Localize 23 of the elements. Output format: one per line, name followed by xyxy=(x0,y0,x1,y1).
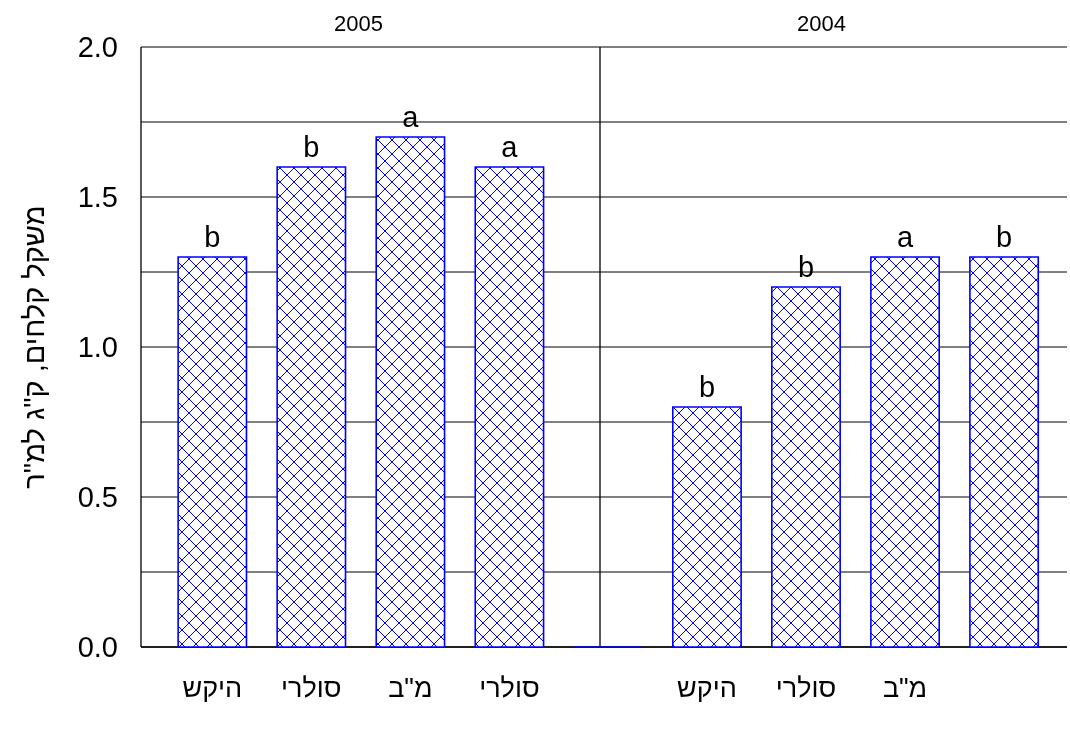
x-tick-label: מ"ב xyxy=(388,673,433,703)
x-tick-label: היקש xyxy=(677,673,737,703)
value-label: b xyxy=(303,131,320,163)
x-tick-label: היקש xyxy=(182,673,243,703)
x-tick-label: סולרי xyxy=(479,673,540,703)
x-tick-label: סולרי xyxy=(281,673,342,703)
y-axis-title: משקל קלחים, ק"ג למ"ר xyxy=(18,205,50,489)
value-label: a xyxy=(402,101,419,133)
panel-title: 2004 xyxy=(797,11,846,36)
value-label: a xyxy=(896,221,914,253)
value-label: b xyxy=(996,221,1013,253)
x-tick-label: מ"ב xyxy=(882,673,928,703)
value-label: b xyxy=(797,251,815,283)
value-label: a xyxy=(501,131,518,163)
y-tick-label: 1.5 xyxy=(77,181,118,213)
y-tick-label: 2.0 xyxy=(77,31,118,63)
value-label: b xyxy=(204,221,221,253)
panel-title: 2005 xyxy=(334,11,383,36)
y-tick-label: 1.0 xyxy=(77,331,118,363)
value-label: b xyxy=(698,371,716,403)
y-tick-label: 0.5 xyxy=(77,481,118,513)
y-tick-label: 0.0 xyxy=(77,631,118,663)
x-tick-label: סולרי xyxy=(775,673,837,703)
